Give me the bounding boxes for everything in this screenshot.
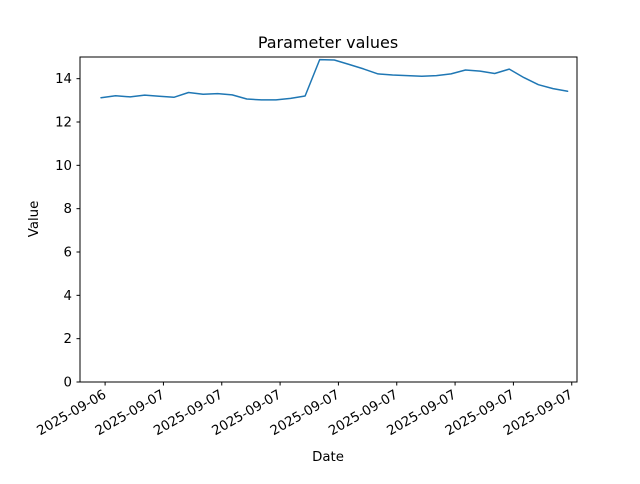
y-axis-label: Value [27,201,42,238]
y-tick-label: 2 [64,332,72,347]
y-tick-label: 12 [55,116,72,131]
y-tick-label: 0 [64,376,72,391]
x-axis-label: Date [312,450,344,465]
y-tick-label: 4 [64,289,72,304]
y-tick-label: 8 [64,202,72,217]
chart-title: Parameter values [258,33,398,52]
x-axis-ticks: 2025-09-062025-09-072025-09-072025-09-07… [35,382,576,439]
y-tick-label: 14 [55,72,72,87]
y-tick-label: 10 [55,159,72,174]
y-tick-label: 6 [64,246,72,261]
plot-area [79,56,578,383]
data-line [100,58,569,101]
y-axis-ticks: 0 2 4 6 8 10 12 14 [55,72,80,391]
